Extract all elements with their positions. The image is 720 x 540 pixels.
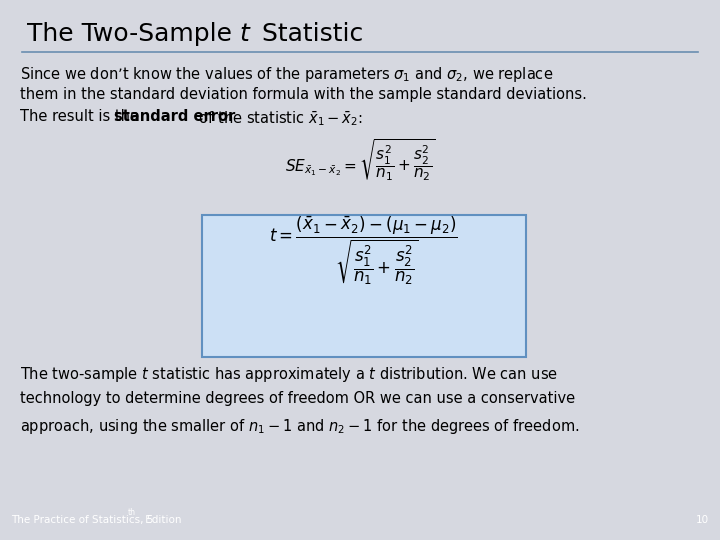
Text: Statistic: Statistic — [254, 23, 364, 46]
Text: of the statistic $\bar{x}_1 - \bar{x}_2$:: of the statistic $\bar{x}_1 - \bar{x}_2$… — [194, 109, 364, 127]
FancyBboxPatch shape — [202, 215, 526, 357]
Text: Since we don’t know the values of the parameters $\sigma_1$ and $\sigma_2$, we r: Since we don’t know the values of the pa… — [20, 65, 554, 84]
Text: them in the standard deviation formula with the sample standard deviations.: them in the standard deviation formula w… — [20, 87, 587, 103]
Text: 10: 10 — [696, 515, 709, 525]
Text: The two-sample $t$ statistic has approximately a $t$ distribution. We can use: The two-sample $t$ statistic has approxi… — [20, 364, 558, 383]
Text: approach, using the smaller of $n_1 - 1$ and $n_2 - 1$ for the degrees of freedo: approach, using the smaller of $n_1 - 1$… — [20, 416, 580, 436]
Text: t: t — [240, 23, 250, 46]
Text: th: th — [128, 508, 136, 517]
Text: The Two-Sample: The Two-Sample — [27, 23, 240, 46]
Text: The result is the: The result is the — [20, 109, 144, 124]
Text: $SE_{\bar{x}_1-\bar{x}_2} = \sqrt{\dfrac{s_1^2}{n_1} + \dfrac{s_2^2}{n_2}}$: $SE_{\bar{x}_1-\bar{x}_2} = \sqrt{\dfrac… — [284, 137, 436, 183]
Text: $t = \dfrac{(\bar{x}_1 - \bar{x}_2) - (\mu_1 - \mu_2)}{\sqrt{\dfrac{s_1^2}{n_1} : $t = \dfrac{(\bar{x}_1 - \bar{x}_2) - (\… — [269, 214, 458, 287]
Text: technology to determine degrees of freedom OR we can use a conservative: technology to determine degrees of freed… — [20, 390, 575, 406]
Text: Edition: Edition — [142, 515, 181, 525]
Text: The Practice of Statistics, 5: The Practice of Statistics, 5 — [11, 515, 153, 525]
Text: standard error: standard error — [114, 109, 235, 124]
